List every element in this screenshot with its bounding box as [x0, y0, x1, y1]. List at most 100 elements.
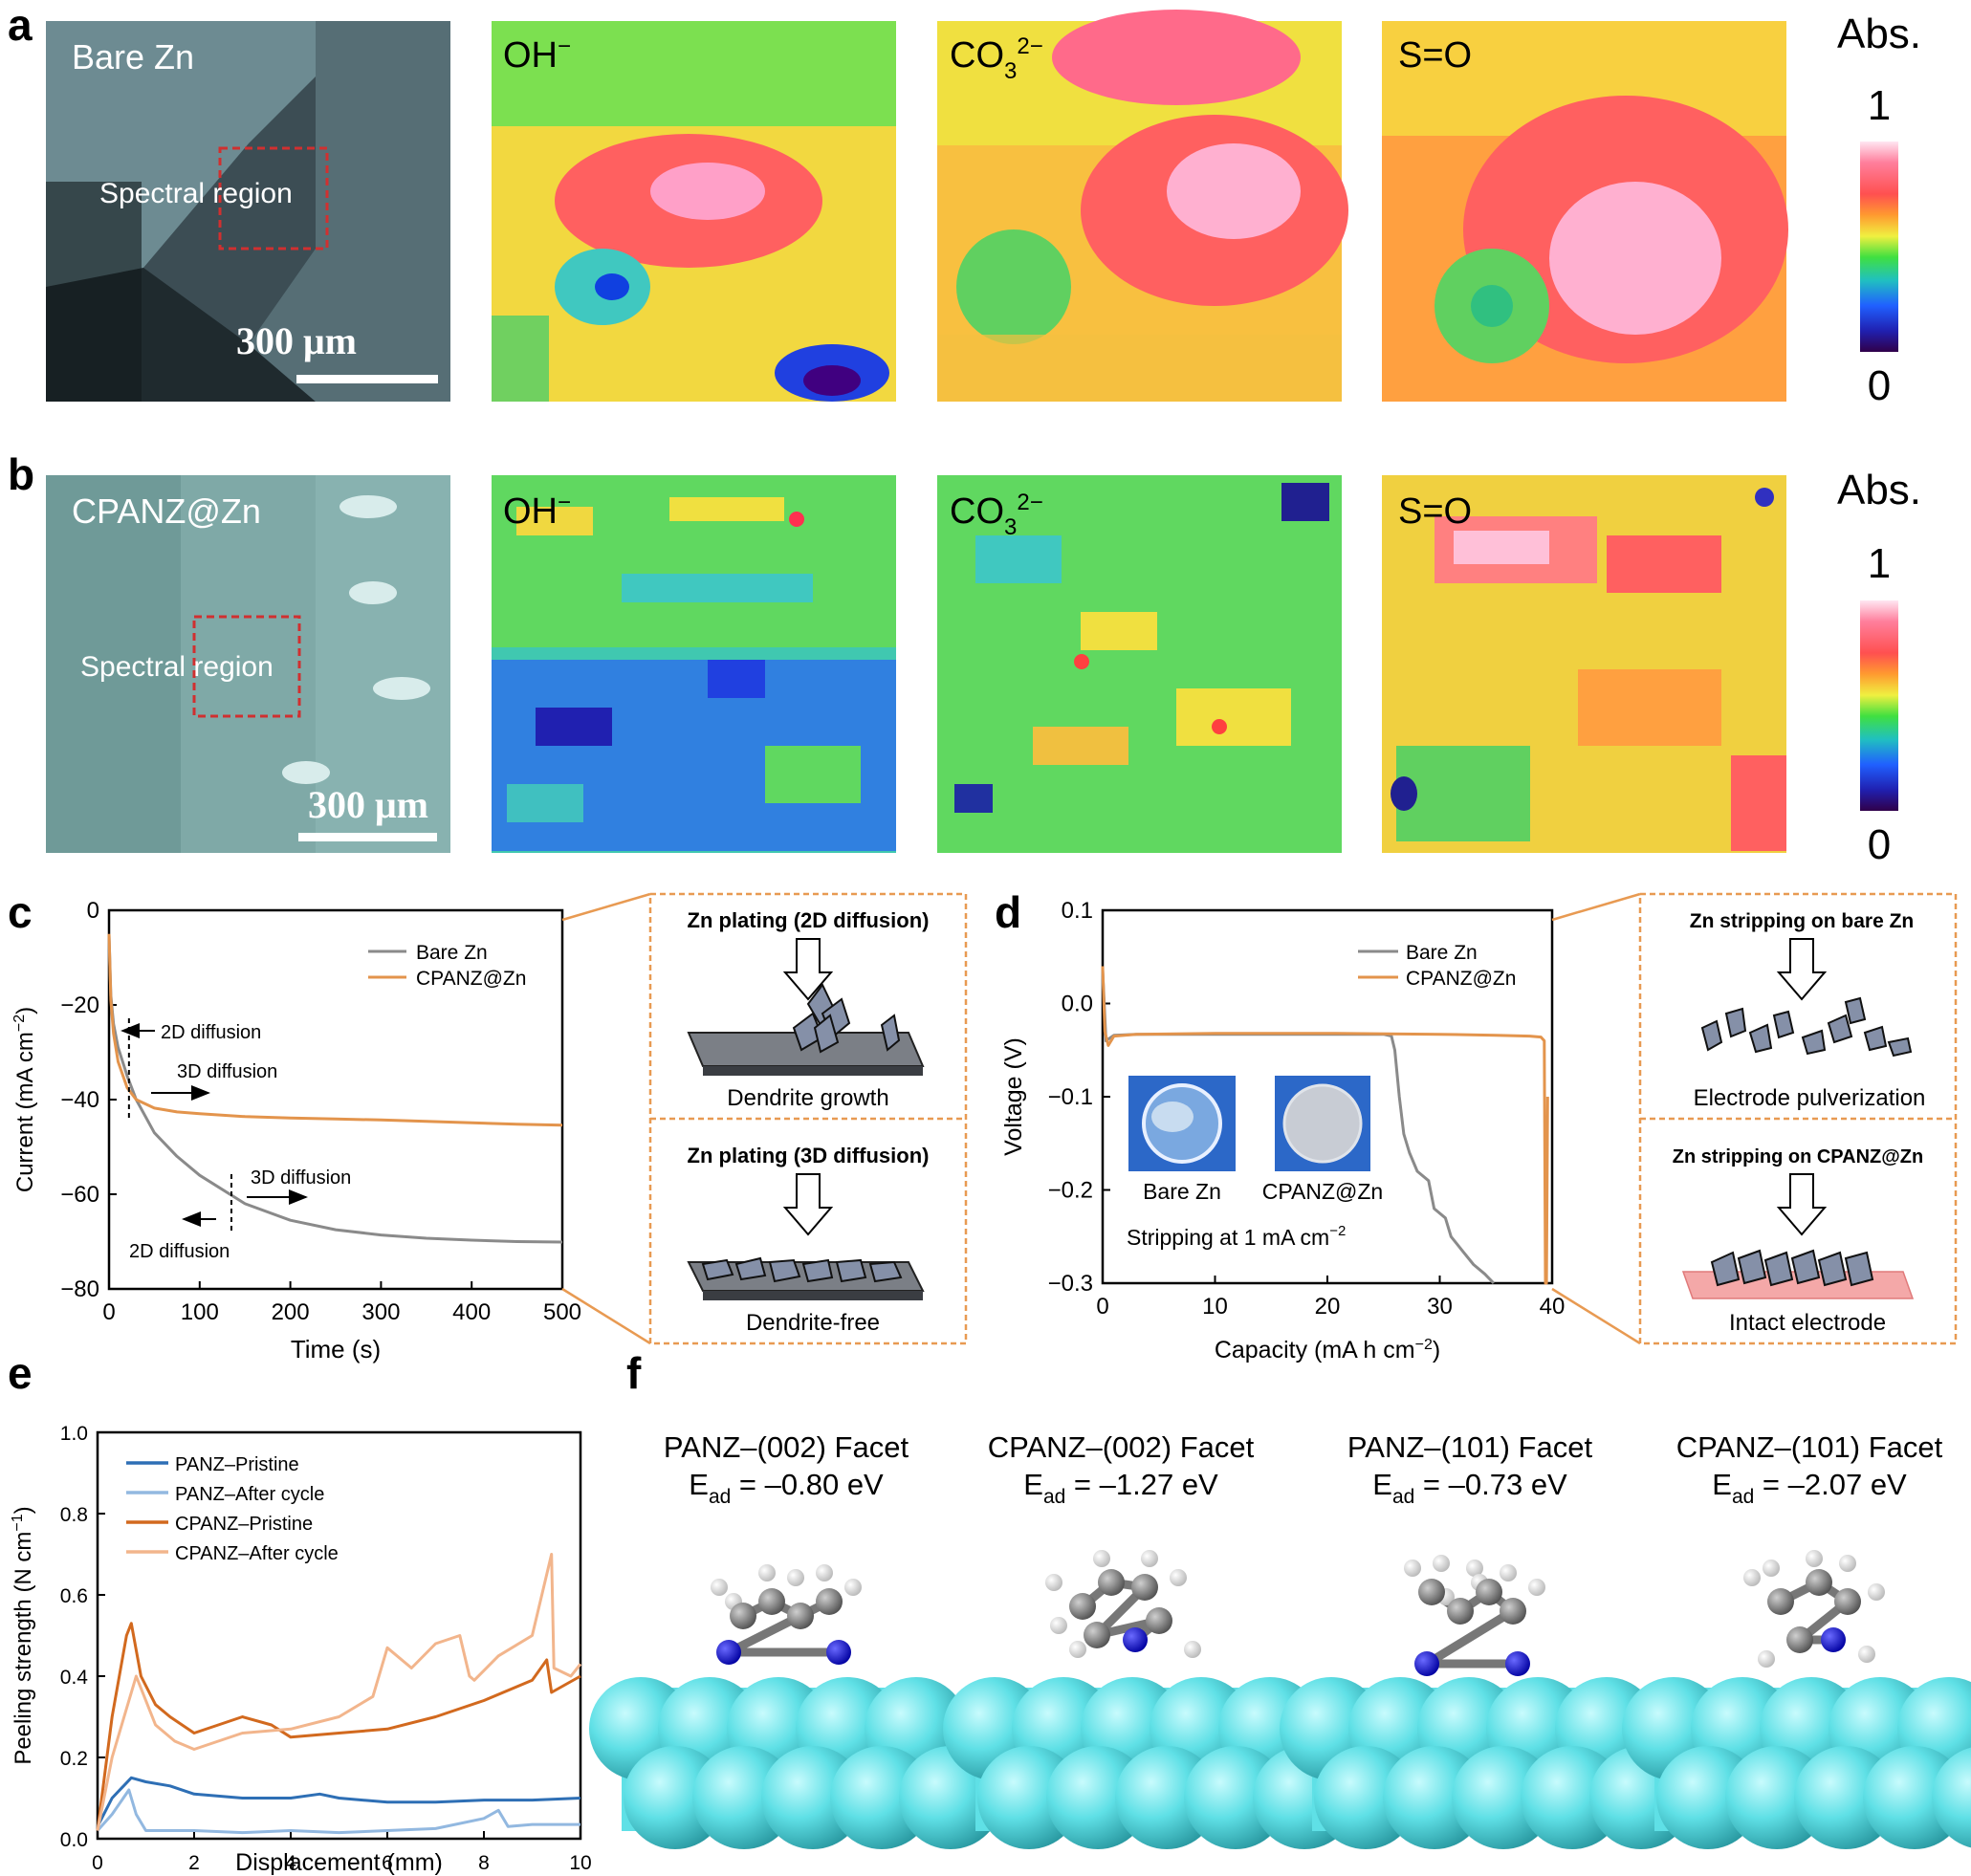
adsorbate-molecule [1404, 1555, 1545, 1676]
x-tick-label: 6 [382, 1852, 393, 1874]
carbon-atom [1146, 1607, 1172, 1634]
nitrogen-atom [1414, 1651, 1439, 1676]
connector-lines-d [1551, 892, 1641, 1345]
region-label: Spectral region [80, 651, 274, 683]
stripping-note: Stripping at 1 mA cm−2 [1127, 1223, 1346, 1250]
map-label: CO32− [950, 490, 1043, 540]
hydrogen-atom [1404, 1560, 1421, 1577]
x-tick-label: 100 [181, 1299, 219, 1325]
panel-letter-b: b [8, 449, 34, 499]
inset-photos-d: Bare Zn CPANZ@Zn Stripping at 1 mA cm−2 [1127, 1076, 1383, 1250]
facet-title: CPANZ–(002) Facet [988, 1430, 1255, 1464]
map-so: S=O [1382, 475, 1786, 853]
panel-letter-d: d [995, 887, 1021, 937]
y-tick-label: −80 [60, 1276, 99, 1302]
schematic-top-caption: Electrode pulverization [1694, 1085, 1926, 1111]
down-arrow-icon [1776, 1173, 1828, 1236]
facet-title: CPANZ–(101) Facet [1676, 1430, 1943, 1464]
hydrogen-atom [1763, 1560, 1780, 1577]
scale-bar [296, 375, 438, 383]
map-co3: CO32− [937, 475, 1342, 853]
y-tick-label: 0.8 [60, 1504, 88, 1526]
hydrogen-atom [1045, 1574, 1062, 1591]
x-tick-label: 2 [188, 1852, 200, 1874]
structure-2: CPANZ–(002) Facet Ead = –1.27 eV [943, 1430, 1356, 1849]
hydrogen-atom [1806, 1550, 1823, 1567]
schematic-bottom-title: Zn stripping on CPANZ@Zn [1673, 1146, 1923, 1167]
adsorption-structures: PANZ–(002) Facet Ead = –0.80 eV CPANZ–(002… [589, 1430, 1971, 1849]
photo-label: Bare Zn [1143, 1179, 1221, 1204]
legend-label: PANZ–Pristine [175, 1454, 299, 1475]
x-tick-label: 300 [361, 1299, 400, 1325]
x-tick-label: 10 [569, 1852, 591, 1874]
y-axis-label: Voltage (V) [1000, 1037, 1027, 1156]
hydrogen-atom [1093, 1550, 1110, 1567]
series-line-4 [96, 1553, 582, 1831]
zn-slab [589, 1677, 1002, 1849]
flat-deposits [701, 1256, 903, 1283]
y-tick-label: −0.1 [1048, 1084, 1093, 1110]
map-co3: CO32− [937, 10, 1348, 402]
structure-3: PANZ–(101) Facet Ead = –0.73 eV [1280, 1430, 1693, 1849]
hydrogen-atom [787, 1569, 804, 1586]
colorbar-min: 0 [1868, 362, 1891, 409]
nitrogen-atom [1123, 1627, 1148, 1652]
carbon-atom [1447, 1598, 1474, 1625]
nitrogen-atom [1505, 1651, 1530, 1676]
hydrogen-atom [1868, 1583, 1885, 1601]
legend-label: CPANZ–Pristine [175, 1514, 313, 1535]
carbon-atom [1767, 1588, 1794, 1615]
map-so: S=O [1382, 21, 1788, 402]
hydrogen-atom [1839, 1555, 1856, 1572]
y-tick-label: 0.0 [1062, 992, 1093, 1017]
carbon-atom [1069, 1593, 1096, 1620]
schematic-top-title: Zn stripping on bare Zn [1690, 910, 1915, 932]
adsorption-energy: Ead = –0.80 eV [689, 1468, 884, 1508]
hydrogen-atom [1141, 1550, 1158, 1567]
panel-letter-e: e [8, 1348, 33, 1398]
annotation: 3D diffusion [251, 1167, 351, 1189]
series-line-2 [1101, 966, 1549, 1285]
panel-f: f PANZ–(002) Facet Ead = –0.80 eV CPANZ–(0… [589, 1348, 1971, 1849]
legend-label: Bare Zn [1406, 942, 1478, 964]
y-tick-label: 0.0 [60, 1829, 88, 1851]
map-label: S=O [1398, 491, 1472, 532]
carbon-atom [730, 1603, 756, 1629]
map-label: OH− [503, 490, 571, 532]
hydrogen-atom [1184, 1641, 1201, 1658]
carbon-atom [816, 1588, 843, 1615]
zn-slab [1622, 1677, 1971, 1849]
hydrogen-atom [1170, 1569, 1187, 1586]
hydrogen-atom [1466, 1560, 1483, 1577]
colorbar-max: 1 [1868, 540, 1891, 587]
legend-label: CPANZ@Zn [416, 968, 526, 990]
scale-bar [298, 833, 437, 841]
micrograph-cpanz-zn: CPANZ@Zn Spectral region 300 μm [46, 475, 450, 853]
y-tick-label: 0.6 [60, 1585, 88, 1607]
pulverized-fragments [1700, 996, 1913, 1058]
facet-title: PANZ–(002) Facet [664, 1430, 909, 1464]
x-tick-label: 30 [1427, 1294, 1453, 1320]
nitrogen-atom [716, 1640, 741, 1665]
series-line-2 [107, 933, 563, 1127]
spectral-region-box [218, 146, 329, 251]
panel-letter-a: a [8, 0, 33, 50]
series-line-2 [96, 1788, 580, 1835]
carbon-atom [1834, 1588, 1861, 1615]
facet-title: PANZ–(101) Facet [1347, 1430, 1593, 1464]
map-oh: OH− [492, 475, 896, 853]
y-tick-label: 0.4 [60, 1667, 89, 1689]
x-tick-label: 500 [543, 1299, 581, 1325]
connector-lines-c [561, 892, 651, 1345]
x-tick-label: 40 [1540, 1294, 1566, 1320]
hydrogen-atom [1528, 1579, 1545, 1596]
hydrogen-atom [1858, 1646, 1875, 1663]
scale-bar-label: 300 μm [308, 783, 428, 826]
annotation: 2D diffusion [161, 1022, 261, 1043]
plot-c: 0 100 200 300 400 500 0 −20 −40 −60 −80 Time (s) Cur… [11, 898, 581, 1363]
legend-label: PANZ–After cycle [175, 1484, 324, 1505]
panel-e: e 0 2 4 6 8 10 0.0 0.2 0.4 0.6 0.8 1.0 Displacement … [8, 1348, 592, 1876]
bond [1424, 1607, 1516, 1668]
carbon-atom [1418, 1579, 1445, 1605]
